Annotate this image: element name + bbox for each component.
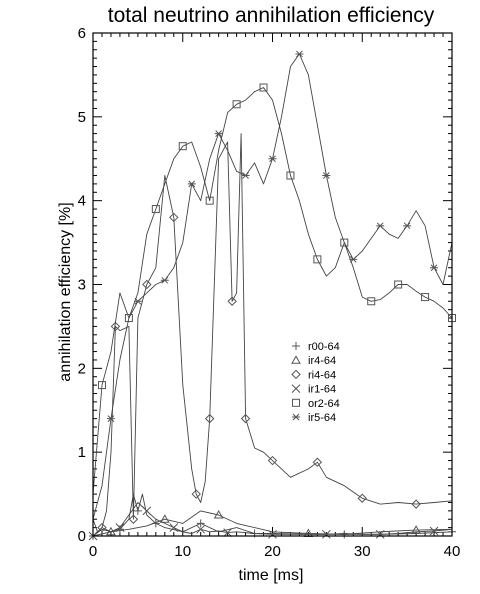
data-point <box>191 489 201 499</box>
data-point <box>97 381 106 390</box>
data-point <box>403 222 412 230</box>
data-point <box>321 529 331 539</box>
data-point <box>110 321 121 332</box>
data-point <box>115 523 125 532</box>
legend-marker <box>292 342 300 350</box>
legend-label: r00-64 <box>308 341 340 353</box>
data-point <box>295 50 304 58</box>
data-point <box>268 155 277 163</box>
x-tick-label: 10 <box>174 543 191 560</box>
data-point <box>142 279 152 290</box>
data-point <box>133 506 142 515</box>
x-axis-label: time [ms] <box>239 567 304 584</box>
legend-marker <box>291 355 301 364</box>
data-point <box>322 172 331 179</box>
data-point <box>430 264 439 272</box>
chart-title: total neutrino annihilation efficiency <box>108 4 435 27</box>
data-point <box>142 506 152 516</box>
y-tick-label: 6 <box>78 25 86 42</box>
data-point <box>159 514 170 523</box>
x-tick-label: 20 <box>264 543 281 560</box>
data-point <box>128 514 139 524</box>
legend: r00-64 ir4-64 ri4-64 ir1-64 or2-64 ir5-64 <box>291 341 340 424</box>
data-point <box>240 413 251 424</box>
data-point <box>421 293 430 302</box>
data-point <box>169 212 179 223</box>
data-point <box>357 493 367 503</box>
data-point <box>367 297 376 306</box>
legend-marker <box>292 398 300 407</box>
y-tick-label: 1 <box>78 444 86 461</box>
y-tick-label: 4 <box>78 193 86 210</box>
data-point <box>214 130 223 137</box>
data-point <box>411 525 421 534</box>
data-point <box>267 455 278 466</box>
y-tick-label: 2 <box>78 360 86 377</box>
x-ticks: 0 10 20 30 40 <box>89 33 461 560</box>
legend-marker <box>291 384 301 393</box>
data-point <box>178 142 187 151</box>
data-point <box>205 196 214 205</box>
data-point <box>232 100 241 109</box>
data-point <box>97 522 107 533</box>
x-tick-label: 40 <box>444 543 461 560</box>
x-tick-label: 0 <box>89 543 97 560</box>
series-or2-64 <box>92 83 456 495</box>
legend-label: ir1-64 <box>308 384 336 396</box>
data-point <box>204 413 215 424</box>
data-point <box>286 171 295 180</box>
y-axis-label: annihilation efficiency [%] <box>57 202 74 381</box>
legend-marker <box>292 413 300 421</box>
series-ir1-64 <box>88 502 453 541</box>
y-tick-label: 0 <box>78 528 86 545</box>
data-point <box>227 296 237 306</box>
y-tick-label: 5 <box>78 109 86 126</box>
series-group <box>88 50 456 541</box>
series-line <box>92 502 453 537</box>
legend-label: ir5-64 <box>308 412 336 424</box>
data-point <box>106 415 115 422</box>
data-point <box>349 255 358 263</box>
data-point <box>394 280 403 289</box>
data-point <box>187 180 196 188</box>
legend-marker <box>291 369 301 380</box>
data-point <box>313 255 322 264</box>
y-tick-label: 3 <box>78 277 86 294</box>
series-line <box>92 53 453 520</box>
data-point <box>169 523 179 532</box>
legend-label: ir4-64 <box>308 355 336 367</box>
plot-frame <box>92 32 453 537</box>
data-point <box>340 238 349 247</box>
x-tick-label: 30 <box>354 543 371 560</box>
data-point <box>259 83 268 92</box>
data-point <box>223 528 232 538</box>
data-point <box>376 222 385 230</box>
legend-label: or2-64 <box>308 398 340 410</box>
data-point <box>241 172 250 179</box>
data-point <box>151 205 160 214</box>
data-point <box>196 519 205 528</box>
data-point <box>133 297 142 305</box>
data-point <box>312 457 323 467</box>
legend-label: ri4-64 <box>308 369 336 381</box>
data-point <box>429 526 439 536</box>
data-point <box>160 276 169 284</box>
series-line <box>92 133 453 533</box>
data-point <box>268 529 277 539</box>
series-line <box>92 87 453 495</box>
data-point <box>411 499 421 509</box>
series-ir5-64 <box>92 50 453 520</box>
series-ri4-64 <box>92 133 453 533</box>
series-line <box>92 510 453 537</box>
y-ticks: 0 1 2 3 4 5 6 <box>78 25 452 545</box>
data-point <box>213 510 224 519</box>
data-point <box>375 529 385 539</box>
data-point <box>196 524 206 534</box>
data-point <box>124 314 133 323</box>
